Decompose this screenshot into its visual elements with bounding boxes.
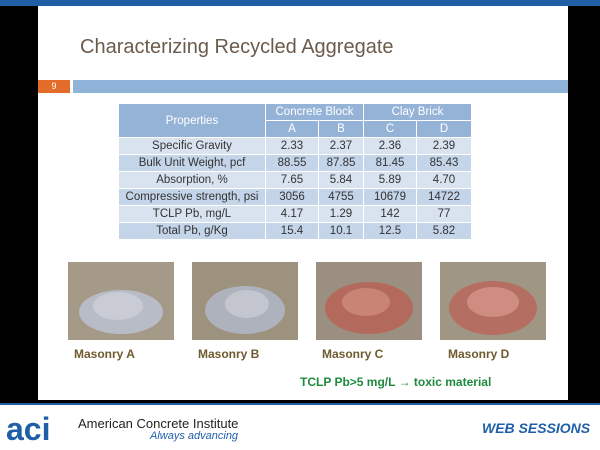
header-cell: Clay Brick <box>363 103 472 121</box>
properties-table: Properties Concrete Block Clay Brick A B C D Sp… <box>118 103 472 240</box>
photo-caption: Masonry A <box>74 347 135 361</box>
header-cell: Concrete Block <box>265 103 364 121</box>
header-cell: D <box>416 120 472 138</box>
table-cell: 10679 <box>363 188 417 206</box>
table-cell: 2.36 <box>363 137 417 155</box>
table-cell: 142 <box>363 205 417 223</box>
photo-caption: Masonry B <box>198 347 260 361</box>
header-cell: Properties <box>118 103 266 138</box>
table-cell: 7.65 <box>265 171 319 189</box>
table-cell: 77 <box>416 205 472 223</box>
photo-d <box>440 262 546 340</box>
table-cell: 3056 <box>265 188 319 206</box>
note: TCLP Pb>5 mg/L → toxic material <box>300 375 492 389</box>
photo <box>316 262 422 340</box>
top-bar <box>0 0 600 6</box>
table-cell: 88.55 <box>265 154 319 172</box>
table-cell: 4.70 <box>416 171 472 189</box>
photo-b <box>192 262 298 340</box>
header-row: Properties Concrete Block Clay Brick <box>118 103 472 138</box>
table-row: Absorption, % 7.65 5.84 5.89 4.70 <box>118 171 472 189</box>
photo-a <box>68 262 174 340</box>
header-cell: A <box>265 120 319 138</box>
table-cell: 12.5 <box>363 222 417 240</box>
table-row: Compressive strength, psi 3056 4755 10679 14… <box>118 188 472 206</box>
table-cell: 2.39 <box>416 137 472 155</box>
table-cell: 5.82 <box>416 222 472 240</box>
table-row: Specific Gravity 2.33 2.37 2.36 2.39 <box>118 137 472 155</box>
table-cell: 85.43 <box>416 154 472 172</box>
table-row: TCLP Pb, mg/L 4.17 1.29 142 77 <box>118 205 472 223</box>
table-cell: Specific Gravity <box>118 137 266 155</box>
header-cell: C <box>363 120 417 138</box>
photo <box>192 262 298 340</box>
table-cell: Absorption, % <box>118 171 266 189</box>
table-cell: 4.17 <box>265 205 319 223</box>
header-bar <box>73 80 568 93</box>
brand: WEB SESSIONS <box>482 420 591 436</box>
table-row: Bulk Unit Weight, pcf 88.55 87.85 81.45 85.4… <box>118 154 472 172</box>
table-cell: 2.37 <box>318 137 364 155</box>
table-cell: Bulk Unit Weight, pcf <box>118 154 266 172</box>
tagline: Always advancing <box>150 430 239 442</box>
table-cell: Total Pb, g/Kg <box>118 222 266 240</box>
table-cell: 1.29 <box>318 205 364 223</box>
table-cell: TCLP Pb, mg/L <box>118 205 266 223</box>
page-number: 9 <box>38 80 70 93</box>
table-cell: 5.84 <box>318 171 364 189</box>
table-cell: 81.45 <box>363 154 417 172</box>
header-cell: B <box>318 120 364 138</box>
slide-title: Characterizing Recycled Aggregate <box>80 36 394 58</box>
table-cell: 2.33 <box>265 137 319 155</box>
org-name: American Concrete Institute <box>78 416 239 431</box>
table-cell: 10.1 <box>318 222 364 240</box>
table-cell: 14722 <box>416 188 472 206</box>
photo-caption: Masonry C <box>322 347 384 361</box>
photo-c <box>316 262 422 340</box>
table-cell: Compressive strength, psi <box>118 188 266 206</box>
table-row: Total Pb, g/Kg 15.4 10.1 12.5 5.82 <box>118 222 472 240</box>
logo-text: aci <box>6 411 50 447</box>
table-cell: 5.89 <box>363 171 417 189</box>
table-cell: 15.4 <box>265 222 319 240</box>
photo-caption: Masonry D <box>448 347 510 361</box>
footer <box>0 403 600 450</box>
photo <box>440 262 546 340</box>
aci-logo: aci <box>6 411 50 447</box>
photo <box>68 262 174 340</box>
table-cell: 4755 <box>318 188 364 206</box>
table-cell: 87.85 <box>318 154 364 172</box>
